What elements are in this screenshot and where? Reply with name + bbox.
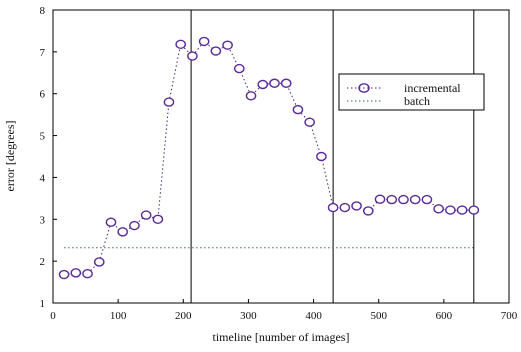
series-incremental-point-10 <box>175 39 186 50</box>
series-incremental-point-33 <box>445 205 456 215</box>
series-incremental-point-29 <box>398 194 409 205</box>
x-tick-label-500: 500 <box>370 310 387 322</box>
series-incremental-point-20 <box>292 104 304 115</box>
series-incremental-point-11 <box>187 51 198 61</box>
series-incremental-point-4 <box>105 217 117 227</box>
series-incremental-point-30 <box>409 194 421 205</box>
legend-batch-label: batch <box>404 94 430 108</box>
y-tick-label-5: 5 <box>40 131 46 143</box>
y-tick-label-8: 8 <box>40 5 46 17</box>
y-axis-label: error [degrees] <box>3 121 17 192</box>
series-incremental-point-0 <box>58 269 70 280</box>
y-tick-label-7: 7 <box>40 47 46 59</box>
series-incremental-point-15 <box>234 63 245 74</box>
series-incremental-point-35 <box>468 205 480 215</box>
series-incremental-point-1 <box>70 268 82 278</box>
series-incremental-line <box>63 40 474 276</box>
series-incremental-point-31 <box>421 194 433 205</box>
series-incremental-point-9 <box>163 97 175 107</box>
y-tick-label-2: 2 <box>40 256 46 268</box>
x-tick-label-0: 0 <box>50 310 56 322</box>
legend-incremental-label: incremental <box>404 81 461 95</box>
series-incremental-point-22 <box>316 151 327 162</box>
axes-layer: 0 100 200 300 400 500 600 700 1 2 3 4 5 6 7 8 <box>40 5 518 322</box>
legend: incremental batch <box>338 73 485 111</box>
series-incremental-point-34 <box>456 205 468 215</box>
series-incremental-point-24 <box>339 202 351 213</box>
series-incremental-point-12 <box>198 36 210 47</box>
y-tick-label-3: 3 <box>40 214 46 226</box>
x-ticks: 0 100 200 300 400 500 600 700 <box>50 299 518 322</box>
series-incremental-point-5 <box>117 227 128 237</box>
series-incremental-point-26 <box>362 206 374 216</box>
series-incremental-point-19 <box>280 78 292 88</box>
x-tick-label-300: 300 <box>240 310 257 322</box>
series-incremental-point-23 <box>327 202 339 213</box>
series-incremental-point-21 <box>304 117 315 127</box>
series-incremental-point-17 <box>257 79 269 90</box>
x-tick-label-700: 700 <box>501 310 518 322</box>
series-incremental-point-27 <box>374 194 386 204</box>
y-tick-label-1: 1 <box>40 298 46 310</box>
series-incremental-point-28 <box>386 194 398 205</box>
series-incremental-point-18 <box>269 78 280 88</box>
series-incremental-point-3 <box>93 257 105 267</box>
y-tick-label-4: 4 <box>40 172 46 184</box>
x-tick-label-400: 400 <box>305 310 322 322</box>
x-tick-label-600: 600 <box>436 310 453 322</box>
series-incremental-point-32 <box>433 204 444 214</box>
x-tick-label-100: 100 <box>110 310 127 322</box>
series-layer <box>58 36 480 280</box>
series-incremental-point-6 <box>129 220 140 231</box>
series-incremental-point-16 <box>245 91 257 101</box>
y-ticks: 1 2 3 4 5 6 7 8 <box>40 5 57 310</box>
y-tick-label-6: 6 <box>40 89 46 101</box>
plot-frame <box>52 9 510 304</box>
series-incremental-point-2 <box>82 269 93 279</box>
series-incremental-point-8 <box>152 214 164 224</box>
legend-incremental-marker <box>358 83 370 93</box>
series-incremental-point-25 <box>351 201 362 211</box>
x-axis-label: timeline [number of images] <box>213 330 350 344</box>
series-incremental-point-14 <box>222 40 233 50</box>
series-incremental-point-7 <box>140 210 152 220</box>
series-incremental-point-13 <box>210 46 222 56</box>
x-tick-label-200: 200 <box>175 310 192 322</box>
